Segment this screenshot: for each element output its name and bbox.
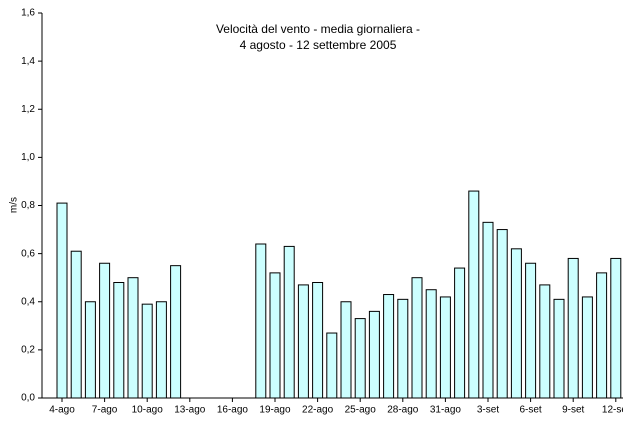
chart-title: 4 agosto - 12 settembre 2005 [240, 38, 397, 52]
x-tick-label: 10-ago [132, 405, 164, 416]
x-tick-label: 13-ago [174, 405, 206, 416]
bar [70, 250, 82, 399]
bar [99, 262, 111, 399]
bar [454, 267, 466, 399]
y-tick-label: 1,4 [21, 56, 35, 67]
y-tick-label: 1,0 [21, 152, 35, 163]
bar [539, 284, 551, 399]
bar [368, 310, 380, 399]
bar [581, 296, 593, 399]
bar [113, 282, 125, 399]
x-tick-label: 3-set [477, 405, 499, 416]
y-axis-label: m/s [9, 197, 20, 213]
x-tick-label: 7-ago [92, 405, 118, 416]
x-tick-label: 28-ago [387, 405, 419, 416]
bar [312, 282, 324, 399]
bar [326, 332, 338, 399]
bar [255, 243, 267, 399]
bar [297, 284, 309, 399]
bar [56, 202, 68, 399]
bar [170, 265, 182, 399]
bar [84, 301, 96, 399]
bar [269, 272, 281, 399]
bar [468, 190, 480, 399]
bar [127, 277, 139, 399]
x-tick-label: 19-ago [259, 405, 291, 416]
x-tick-label: 12-set [602, 405, 623, 416]
y-tick-label: 0,8 [21, 200, 35, 211]
x-tick-label: 25-ago [345, 405, 377, 416]
y-tick-label: 0,6 [21, 248, 35, 259]
bar [397, 298, 409, 399]
x-tick-label: 9-set [562, 405, 584, 416]
bar [283, 245, 295, 399]
bar [610, 257, 622, 399]
y-tick-label: 1,6 [21, 8, 35, 19]
bar [439, 296, 451, 399]
x-tick-label: 22-ago [302, 405, 334, 416]
bar [141, 303, 153, 399]
bar [482, 221, 494, 399]
bar [383, 294, 395, 399]
x-tick-label: 31-ago [430, 405, 462, 416]
chart-title: Velocità del vento - media giornaliera - [216, 22, 420, 36]
x-tick-label: 16-ago [217, 405, 249, 416]
bar [155, 301, 167, 399]
bar [510, 248, 522, 399]
y-tick-label: 0,4 [21, 296, 35, 307]
bar [525, 262, 537, 399]
y-tick-label: 0,2 [21, 345, 35, 356]
y-tick-label: 0,0 [21, 393, 35, 404]
bar [567, 257, 579, 399]
bar [553, 298, 565, 399]
bar [354, 318, 366, 399]
x-tick-label: 6-set [519, 405, 541, 416]
x-tick-label: 4-ago [49, 405, 75, 416]
bar [425, 289, 437, 399]
bar [596, 272, 608, 399]
y-tick-label: 1,2 [21, 104, 35, 115]
bar [340, 301, 352, 399]
bar [496, 229, 508, 399]
bar [411, 277, 423, 399]
